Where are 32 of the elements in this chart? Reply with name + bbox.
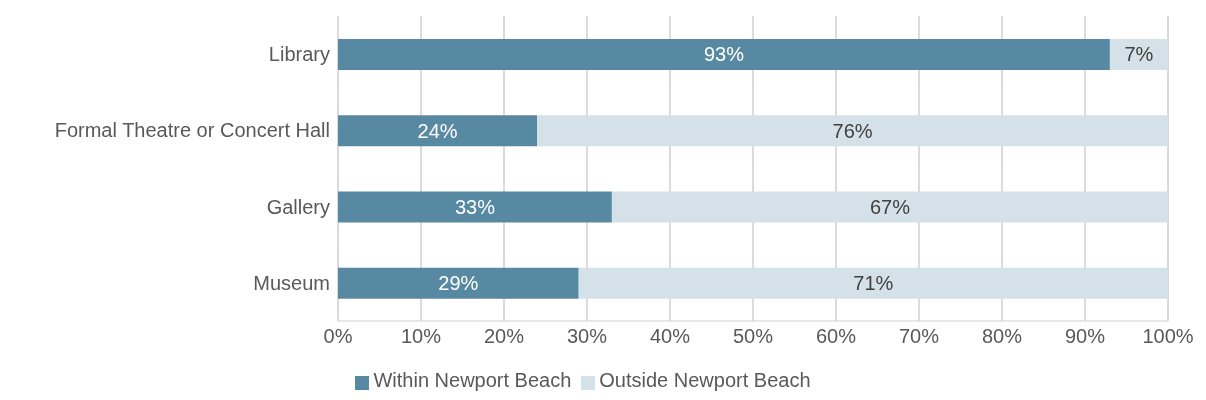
bar — [338, 267, 579, 299]
x-tick-label: 60% — [815, 325, 857, 348]
x-tick-label: 0% — [323, 325, 353, 348]
data-label: 71% — [853, 272, 894, 295]
x-tick-label: 100% — [1142, 325, 1194, 348]
data-label: 33% — [454, 195, 496, 218]
x-tick-label: 70% — [898, 325, 940, 348]
x-tick-label: 10% — [400, 325, 442, 348]
bar — [611, 191, 1168, 223]
data-label: 76% — [832, 119, 873, 142]
legend-label: Within Newport Beach — [373, 369, 572, 391]
data-label: 7% — [1124, 43, 1154, 66]
x-tick-label: 90% — [1064, 325, 1106, 348]
bar — [537, 115, 1168, 147]
x-tick-label: 30% — [566, 325, 608, 348]
x-tick-label: 20% — [483, 325, 525, 348]
data-label: 29% — [438, 272, 479, 295]
y-tick-label: Museum — [253, 271, 330, 294]
data-label: 93% — [703, 43, 745, 66]
bar — [578, 267, 1168, 299]
bar — [338, 38, 1110, 70]
bar — [338, 191, 612, 223]
x-tick-label: 50% — [732, 325, 774, 348]
x-tick-label: 40% — [649, 325, 691, 348]
y-tick-label: Gallery — [266, 195, 330, 218]
x-tick-label: 80% — [981, 325, 1023, 348]
data-label: 24% — [417, 119, 458, 142]
data-label: 67% — [869, 195, 911, 218]
bar — [338, 115, 538, 147]
y-tick-label: Library — [268, 43, 330, 66]
legend-label: Outside Newport Beach — [599, 369, 811, 391]
y-tick-label: Formal Theatre or Concert Hall — [54, 119, 330, 142]
